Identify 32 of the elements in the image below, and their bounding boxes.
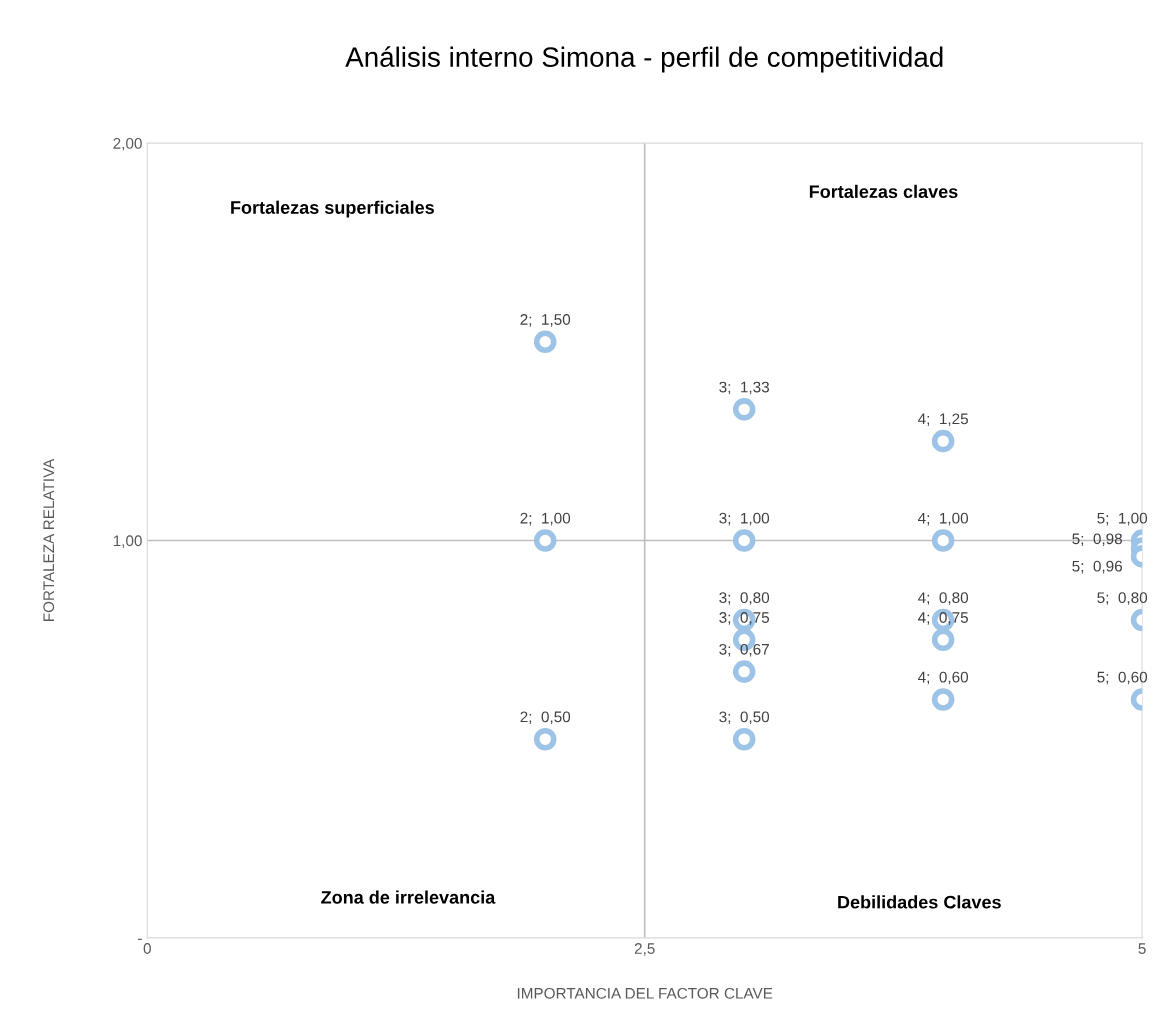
x-tick-label: 5: [1138, 943, 1146, 954]
data-label: 4; 0,80: [918, 592, 969, 605]
x-tick-label: 0: [143, 943, 151, 954]
data-label: 3; 0,75: [719, 612, 770, 625]
data-label: 5; 0,80: [1097, 592, 1148, 605]
y-tick-label: 2,00: [113, 137, 142, 151]
y-tick-label: 1,00: [113, 535, 142, 548]
data-label: 3; 0,80: [719, 592, 770, 605]
annotation: Fortalezas claves: [809, 184, 958, 199]
data-label: 2; 0,50: [520, 711, 571, 725]
data-label: 5; 0,60: [1097, 671, 1148, 685]
data-label: 5; 0,96: [1072, 560, 1122, 574]
data-label: 4; 1,25: [918, 413, 968, 427]
data-label: 5; 0,98: [1072, 533, 1123, 547]
data-label: 3; 1,00: [719, 512, 770, 526]
data-label: 4; 1,00: [918, 512, 969, 526]
y-tick-label: -: [138, 938, 142, 940]
chart-title: Análisis interno Simona - perfil de competitividad: [345, 46, 943, 73]
annotation: Zona de irrelevancia: [321, 890, 496, 904]
data-label: 2; 1,50: [520, 314, 571, 327]
data-label: 4; 0,75: [918, 612, 968, 625]
data-label: 5; 1,00: [1097, 512, 1148, 526]
data-label: 2; 1,00: [520, 512, 571, 526]
data-label: 4; 0,60: [918, 671, 969, 685]
y-axis-title: FORTALEZA RELATIVA: [43, 458, 55, 622]
data-label: 3; 0,50: [719, 711, 770, 725]
data-label: 3; 1,33: [719, 381, 769, 395]
x-tick-label: 2,5: [634, 943, 655, 956]
annotation: Debilidades Claves: [838, 895, 1001, 909]
data-label: 3; 0,67: [719, 643, 769, 657]
x-axis-title: IMPORTANCIA DEL FACTOR CLAVE: [517, 987, 773, 999]
annotation: Fortalezas superficiales: [231, 200, 434, 218]
